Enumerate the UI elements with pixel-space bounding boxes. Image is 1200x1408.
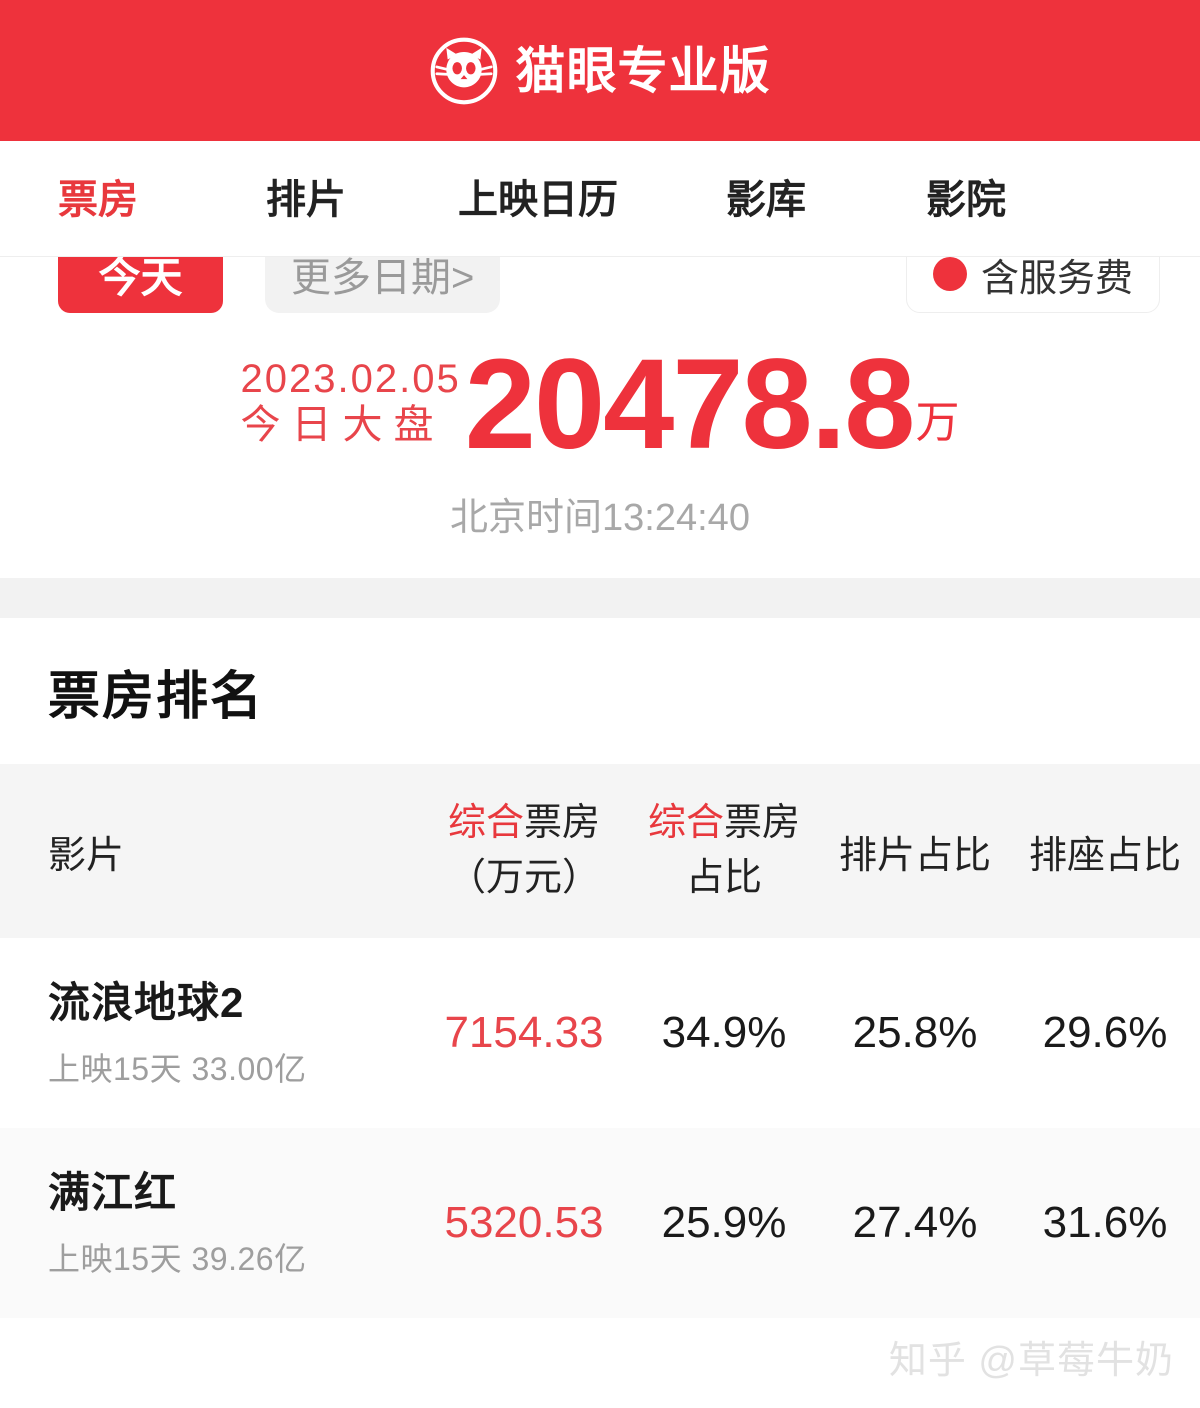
- daily-total-value: 20478.8: [464, 333, 916, 476]
- column-header-box-share-plain: 票房: [724, 801, 801, 844]
- show-share-value: 27.4%: [852, 1198, 978, 1247]
- more-dates-button[interactable]: 更多日期>: [265, 257, 501, 313]
- ranking-title: 票房排名: [48, 667, 265, 726]
- tab-yingyuan[interactable]: 影院: [926, 177, 1006, 222]
- box-office-value: 7154.33: [444, 1008, 604, 1057]
- seat-share-value: 31.6%: [1042, 1198, 1168, 1247]
- table-header-row: 影片 综合票房 （万元） 综合票房 占比 排片占比 排座占比: [0, 764, 1200, 938]
- seat-share-value: 29.6%: [1042, 1008, 1168, 1057]
- tab-paipian[interactable]: 排片: [266, 177, 346, 222]
- table-row[interactable]: 流浪地球2 上映15天 33.00亿 7154.33 34.9% 25.8% 2…: [0, 938, 1200, 1128]
- box-share-value: 25.9%: [661, 1198, 787, 1247]
- column-header-film-label: 影片: [48, 834, 125, 877]
- daily-total-unit: 万: [915, 397, 960, 447]
- box-share-value: 34.9%: [661, 1008, 787, 1057]
- daily-total-date: 2023.02.05: [240, 356, 461, 401]
- show-share-value: 25.8%: [852, 1008, 978, 1057]
- column-header-box-share-red: 综合: [647, 801, 724, 844]
- column-header-show-share-label: 排片占比: [838, 834, 991, 877]
- box-office-value: 5320.53: [444, 1198, 604, 1247]
- column-header-box-office-unit: （万元）: [447, 857, 600, 899]
- daily-total-label: 今日大盘: [240, 402, 445, 447]
- column-header-seat-share[interactable]: 排座占比: [1010, 764, 1200, 938]
- column-header-box-office-plain: 票房: [524, 801, 601, 844]
- film-cell[interactable]: 满江红 上映15天 39.26亿: [0, 1128, 420, 1318]
- brand-logo-group: 猫眼专业版: [430, 37, 771, 105]
- ranking-title-bar: 票房排名: [0, 618, 1200, 764]
- brand-header: 猫眼专业版: [0, 0, 1200, 141]
- main-nav: 票房 排片 上映日历 影库 影院: [0, 141, 1200, 256]
- today-button[interactable]: 今天: [58, 257, 223, 313]
- tab-piaofang[interactable]: 票房: [58, 177, 138, 222]
- daily-total-block: 2023.02.05 今日大盘 20478.8 万 北京时间13:24:40: [0, 338, 1200, 578]
- column-header-seat-share-label: 排座占比: [1028, 834, 1181, 877]
- column-header-box-office-red: 综合: [447, 801, 524, 844]
- column-header-box-share[interactable]: 综合票房 占比: [628, 764, 820, 938]
- service-fee-toggle[interactable]: 含服务费: [905, 257, 1160, 313]
- tab-shangying-rili[interactable]: 上映日历: [458, 177, 618, 222]
- column-header-box-office[interactable]: 综合票房 （万元）: [420, 764, 628, 938]
- service-fee-label: 含服务费: [980, 257, 1133, 300]
- date-filter-row: 今天 更多日期> 含服务费: [0, 256, 1200, 338]
- daily-total-labels: 2023.02.05 今日大盘: [241, 356, 461, 464]
- column-header-show-share[interactable]: 排片占比: [820, 764, 1010, 938]
- film-cell[interactable]: 流浪地球2 上映15天 33.00亿: [0, 938, 420, 1128]
- beijing-time: 北京时间13:24:40: [450, 496, 750, 539]
- box-office-ranking-table: 影片 综合票房 （万元） 综合票房 占比 排片占比 排座占比 流浪地球2 上映1…: [0, 764, 1200, 1318]
- column-header-film[interactable]: 影片: [0, 764, 420, 938]
- film-meta: 上映15天 33.00亿: [48, 1051, 307, 1087]
- film-title: 满江红: [48, 1168, 178, 1216]
- column-header-box-share-line2: 占比: [685, 857, 762, 899]
- film-meta: 上映15天 39.26亿: [48, 1241, 307, 1277]
- film-title: 流浪地球2: [48, 978, 245, 1026]
- table-row[interactable]: 满江红 上映15天 39.26亿 5320.53 25.9% 27.4% 31.…: [0, 1128, 1200, 1318]
- section-divider: [0, 578, 1200, 618]
- watermark: 知乎 @草莓牛奶: [888, 1340, 1174, 1382]
- brand-name: 猫眼专业版: [515, 42, 771, 99]
- cat-face-icon: [430, 37, 497, 104]
- red-dot-icon: [932, 257, 967, 291]
- tab-yingku[interactable]: 影库: [726, 177, 806, 222]
